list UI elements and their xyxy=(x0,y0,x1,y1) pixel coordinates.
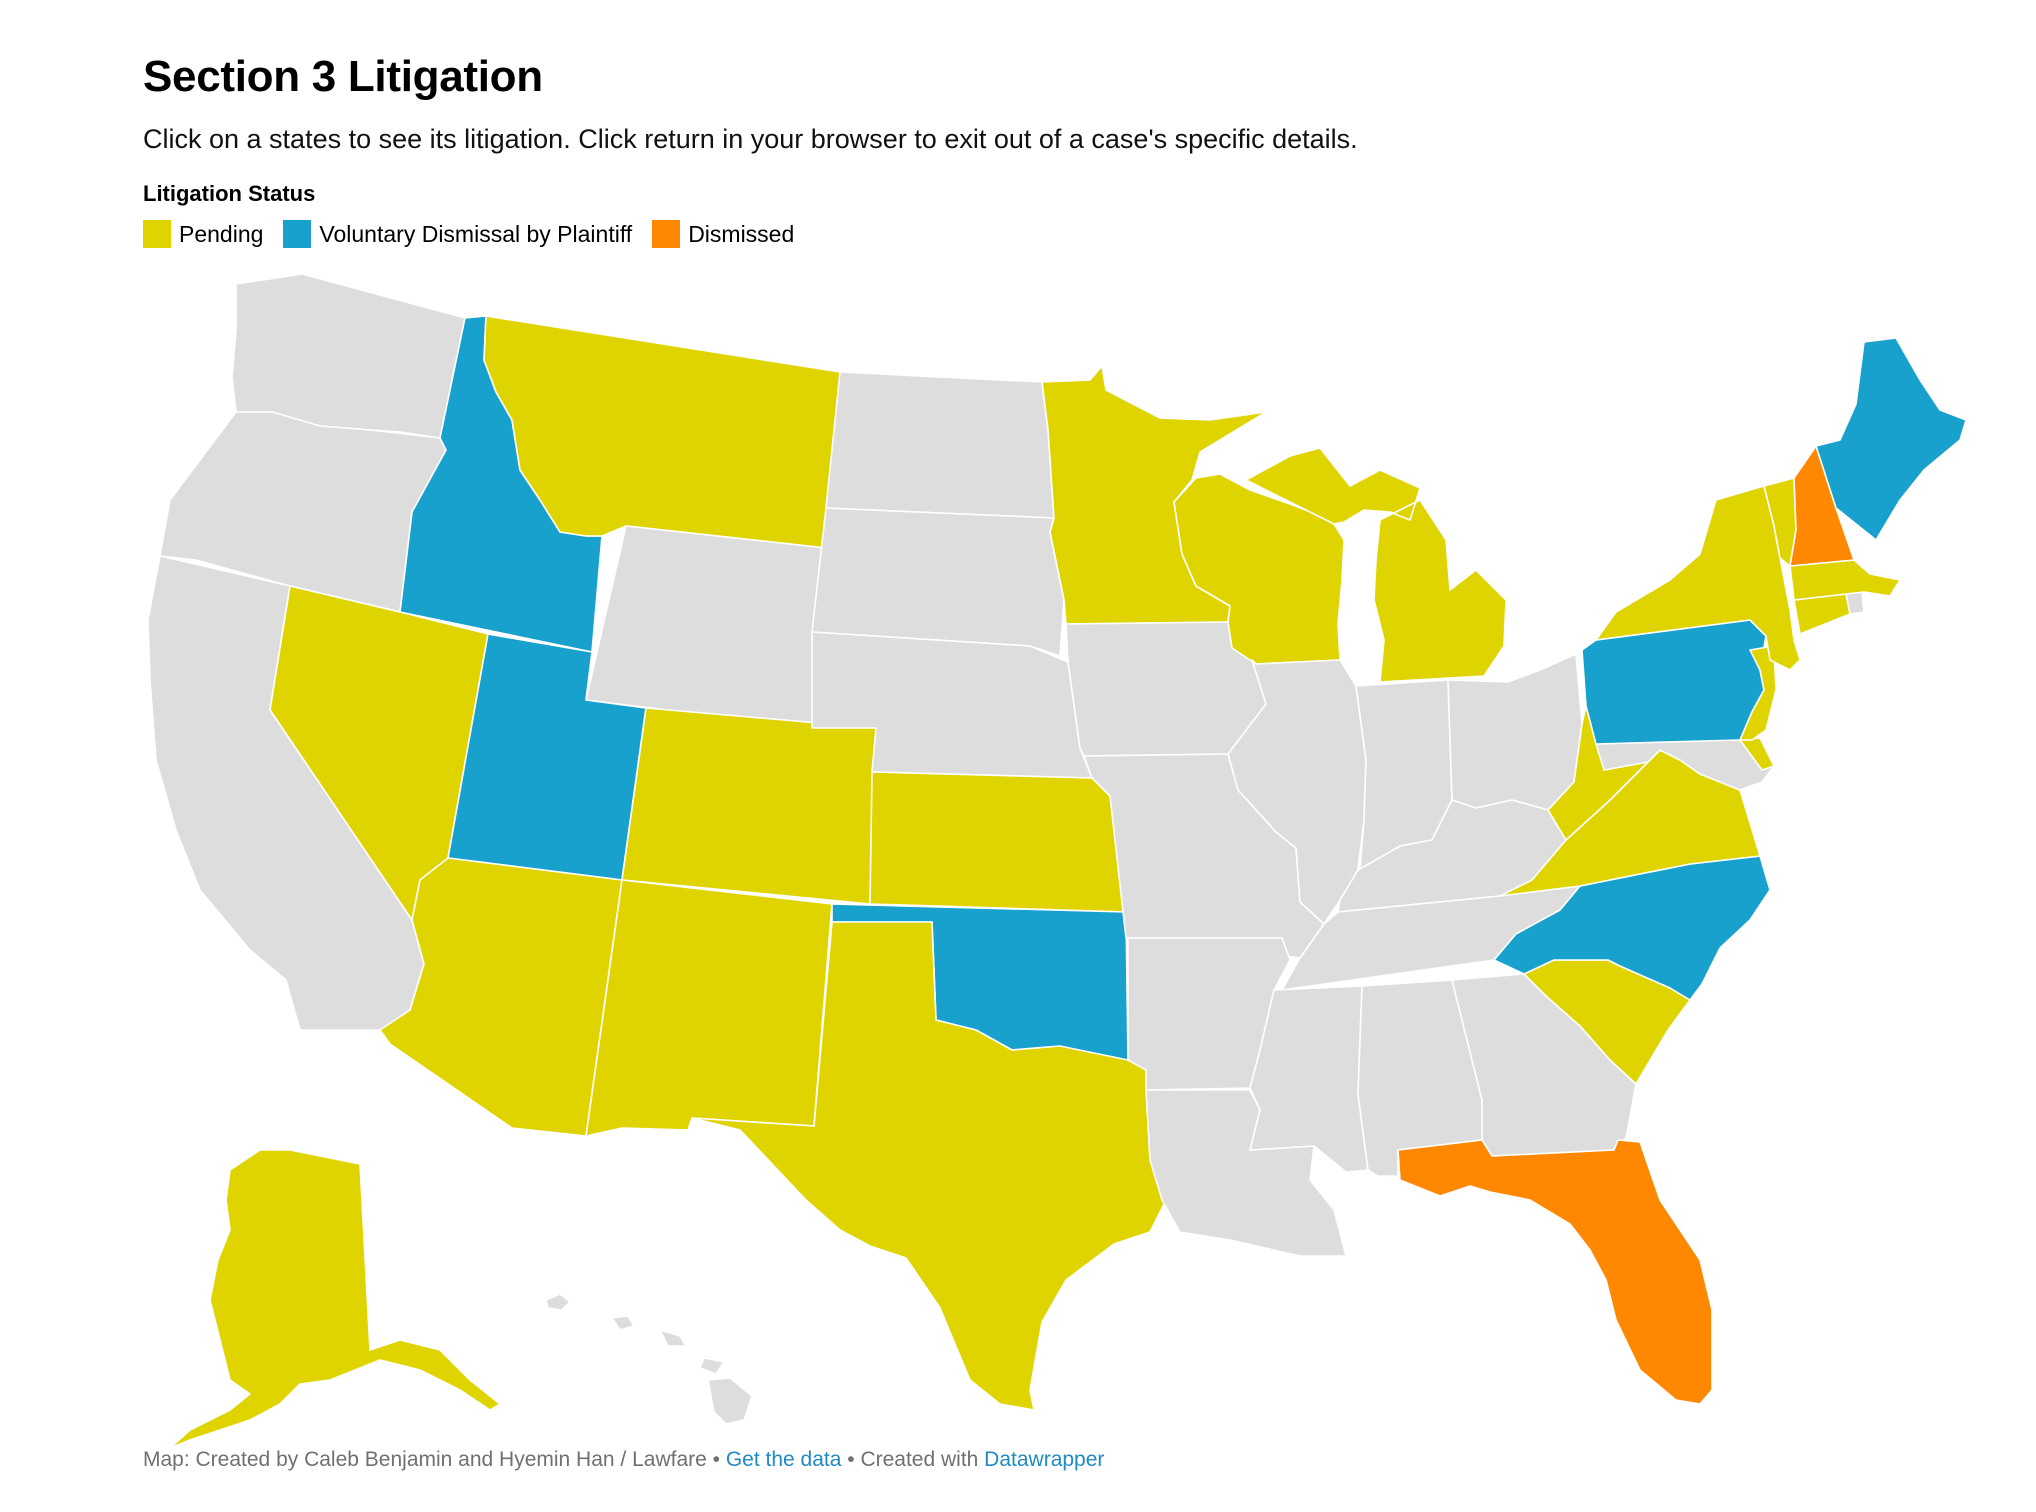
state-wy[interactable] xyxy=(585,525,827,729)
page-subtitle: Click on a states to see its litigation.… xyxy=(143,124,1358,154)
state-ks[interactable] xyxy=(869,771,1127,913)
state-fl[interactable] xyxy=(1397,1139,1713,1405)
state-ms[interactable] xyxy=(1249,985,1369,1173)
legend-item-pending[interactable]: Pending xyxy=(143,220,263,248)
get-the-data-link[interactable]: Get the data xyxy=(725,1448,842,1471)
state-nd[interactable] xyxy=(825,371,1055,519)
state-ma[interactable] xyxy=(1789,559,1901,601)
legend-label-pending: Pending xyxy=(179,220,264,247)
legend-title: Litigation Status xyxy=(143,181,316,206)
state-ak[interactable] xyxy=(169,1149,501,1449)
legend-label-voluntary-dismissal: Voluntary Dismissal by Plaintiff xyxy=(319,220,633,247)
legend-swatch-voluntary-dismissal xyxy=(283,220,312,248)
state-wi[interactable] xyxy=(1173,473,1345,665)
state-hi[interactable] xyxy=(545,1293,753,1425)
legend-swatch-dismissed xyxy=(652,220,681,248)
footer-created-with: • Created with xyxy=(841,1448,985,1471)
page-title: Section 3 Litigation xyxy=(143,52,543,101)
datawrapper-link[interactable]: Datawrapper xyxy=(984,1448,1105,1471)
state-nm[interactable] xyxy=(585,879,833,1137)
legend-swatch-pending xyxy=(143,220,171,248)
state-ri[interactable] xyxy=(1845,591,1865,615)
state-mi[interactable] xyxy=(1245,447,1507,683)
state-nc[interactable] xyxy=(1493,855,1771,1001)
legend: Pending Voluntary Dismissal by Plaintiff… xyxy=(143,220,814,248)
state-tx[interactable] xyxy=(691,921,1167,1411)
state-ny[interactable] xyxy=(1595,485,1801,671)
state-nj[interactable] xyxy=(1739,645,1777,741)
state-me[interactable] xyxy=(1815,337,1967,541)
footer-credit: Map: Created by Caleb Benjamin and Hyemi… xyxy=(143,1448,707,1471)
legend-item-voluntary-dismissal[interactable]: Voluntary Dismissal by Plaintiff xyxy=(283,220,632,248)
state-co[interactable] xyxy=(621,707,877,905)
footer-separator: • xyxy=(706,1448,726,1471)
footer: Map: Created by Caleb Benjamin and Hyemi… xyxy=(143,1448,1104,1472)
state-az[interactable] xyxy=(379,857,623,1137)
legend-label-dismissed: Dismissed xyxy=(688,220,795,247)
legend-item-dismissed[interactable]: Dismissed xyxy=(652,220,794,248)
state-ct[interactable] xyxy=(1793,593,1851,635)
